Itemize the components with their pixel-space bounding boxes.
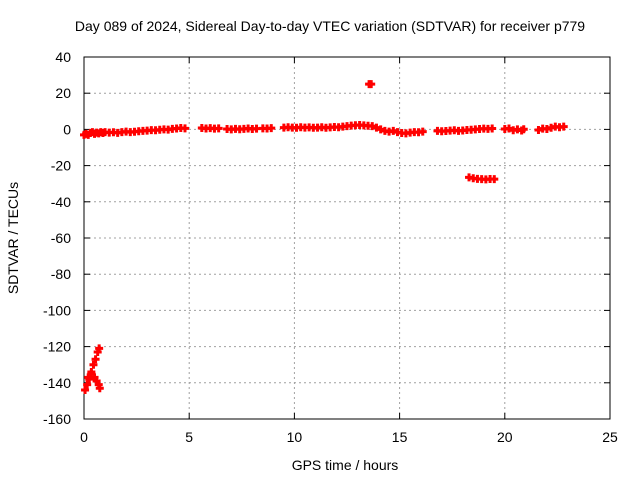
data-point (214, 124, 223, 133)
y-tick-label: -40 (51, 194, 71, 210)
y-tick-label: 20 (55, 85, 71, 101)
data-point (267, 124, 276, 133)
data-point (95, 384, 104, 393)
plot-area-border (83, 56, 611, 420)
x-tick-label: 0 (80, 429, 88, 445)
data-point (95, 344, 104, 353)
y-tick-label: -140 (43, 375, 71, 391)
x-axis-label: GPS time / hours (292, 457, 399, 473)
grid-lines (84, 57, 610, 419)
y-tick-label: -80 (51, 266, 71, 282)
y-tick-label: -100 (43, 302, 71, 318)
x-tick-label: 20 (497, 429, 513, 445)
data-point (91, 355, 100, 364)
data-point (367, 80, 376, 89)
x-tick-label: 15 (392, 429, 408, 445)
y-tick-label: 40 (55, 49, 71, 65)
y-tick-label: -160 (43, 411, 71, 427)
data-series-sdtvar (80, 80, 568, 395)
data-point (418, 127, 427, 136)
y-axis-tick-labels: 40 20 0 -20 -40 -60 -80 -100 -120 -140 -160 (43, 49, 71, 427)
data-point (83, 380, 92, 389)
y-tick-label: -20 (51, 158, 71, 174)
data-point (180, 124, 189, 133)
data-point (81, 386, 90, 395)
x-axis-tick-labels: 0 5 10 15 20 25 (80, 429, 618, 445)
axis-ticks (83, 56, 611, 420)
data-point (519, 125, 528, 134)
y-axis-label: SDTVAR / TECUs (5, 182, 21, 294)
data-point (490, 175, 499, 184)
data-point (505, 124, 514, 133)
data-point (372, 123, 381, 132)
x-tick-label: 25 (602, 429, 618, 445)
y-tick-label: -60 (51, 230, 71, 246)
y-tick-label: 0 (63, 121, 71, 137)
data-point (488, 124, 497, 133)
chart-title: Day 089 of 2024, Sidereal Day-to-day VTE… (75, 18, 585, 34)
x-tick-label: 10 (287, 429, 303, 445)
y-tick-label: -120 (43, 339, 71, 355)
data-point (559, 122, 568, 131)
data-point (89, 360, 98, 369)
x-tick-label: 5 (185, 429, 193, 445)
